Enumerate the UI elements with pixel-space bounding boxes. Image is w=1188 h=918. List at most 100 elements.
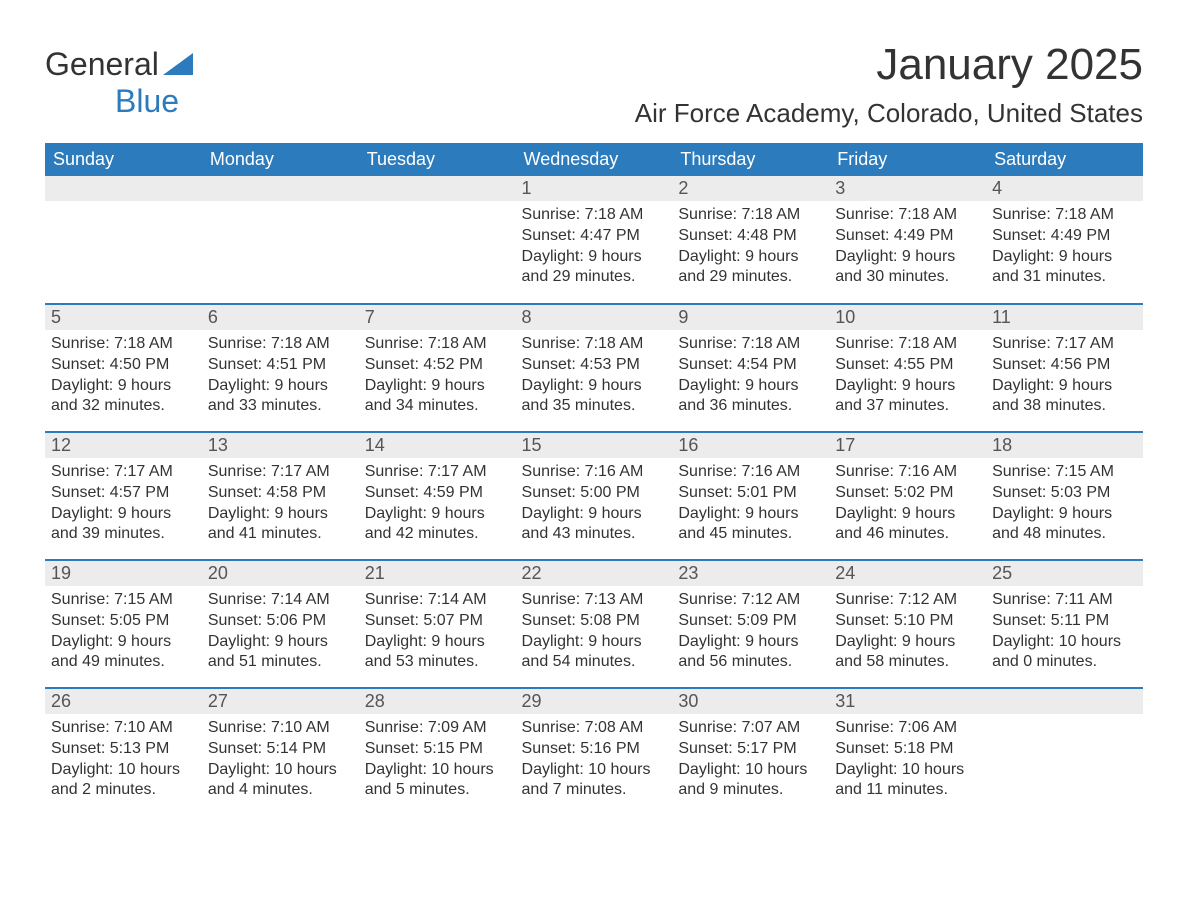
day-line-d1: Daylight: 9 hours <box>678 632 823 653</box>
day-line-sr: Sunrise: 7:18 AM <box>365 334 510 355</box>
day-line-sr: Sunrise: 7:15 AM <box>992 462 1137 483</box>
day-line-sr: Sunrise: 7:14 AM <box>365 590 510 611</box>
day-line-d2: and 29 minutes. <box>522 267 667 288</box>
day-line-sr: Sunrise: 7:17 AM <box>51 462 196 483</box>
day-line-sr: Sunrise: 7:18 AM <box>992 205 1137 226</box>
day-line-ss: Sunset: 5:16 PM <box>522 739 667 760</box>
day-line-d2: and 32 minutes. <box>51 396 196 417</box>
day-line-ss: Sunset: 5:06 PM <box>208 611 353 632</box>
day-line-sr: Sunrise: 7:12 AM <box>835 590 980 611</box>
day-line-d1: Daylight: 10 hours <box>208 760 353 781</box>
calendar-header-row: SundayMondayTuesdayWednesdayThursdayFrid… <box>45 143 1143 176</box>
day-line-d1: Daylight: 9 hours <box>678 504 823 525</box>
calendar-cell: 16Sunrise: 7:16 AMSunset: 5:01 PMDayligh… <box>672 432 829 560</box>
day-line-sr: Sunrise: 7:16 AM <box>835 462 980 483</box>
day-body: Sunrise: 7:16 AMSunset: 5:00 PMDaylight:… <box>516 458 673 549</box>
day-number: 19 <box>45 561 202 586</box>
day-body: Sunrise: 7:18 AMSunset: 4:47 PMDaylight:… <box>516 201 673 292</box>
day-body: Sunrise: 7:06 AMSunset: 5:18 PMDaylight:… <box>829 714 986 805</box>
calendar-week: 1Sunrise: 7:18 AMSunset: 4:47 PMDaylight… <box>45 176 1143 304</box>
day-number-empty <box>45 176 202 201</box>
day-line-sr: Sunrise: 7:17 AM <box>208 462 353 483</box>
day-body: Sunrise: 7:15 AMSunset: 5:03 PMDaylight:… <box>986 458 1143 549</box>
day-line-d2: and 38 minutes. <box>992 396 1137 417</box>
day-body: Sunrise: 7:18 AMSunset: 4:49 PMDaylight:… <box>829 201 986 292</box>
day-body: Sunrise: 7:10 AMSunset: 5:14 PMDaylight:… <box>202 714 359 805</box>
logo-sail-icon <box>163 46 193 83</box>
day-line-d1: Daylight: 9 hours <box>522 632 667 653</box>
day-number: 14 <box>359 433 516 458</box>
day-line-d2: and 11 minutes. <box>835 780 980 801</box>
day-line-sr: Sunrise: 7:17 AM <box>992 334 1137 355</box>
day-line-ss: Sunset: 5:14 PM <box>208 739 353 760</box>
calendar-cell: 31Sunrise: 7:06 AMSunset: 5:18 PMDayligh… <box>829 688 986 816</box>
day-number: 6 <box>202 305 359 330</box>
day-line-sr: Sunrise: 7:18 AM <box>835 205 980 226</box>
calendar-cell: 20Sunrise: 7:14 AMSunset: 5:06 PMDayligh… <box>202 560 359 688</box>
day-number: 21 <box>359 561 516 586</box>
calendar-week: 19Sunrise: 7:15 AMSunset: 5:05 PMDayligh… <box>45 560 1143 688</box>
day-line-ss: Sunset: 5:00 PM <box>522 483 667 504</box>
logo-text-1: General <box>45 46 159 82</box>
day-body: Sunrise: 7:18 AMSunset: 4:50 PMDaylight:… <box>45 330 202 421</box>
location: Air Force Academy, Colorado, United Stat… <box>635 98 1143 129</box>
day-line-d1: Daylight: 9 hours <box>835 376 980 397</box>
day-body: Sunrise: 7:17 AMSunset: 4:56 PMDaylight:… <box>986 330 1143 421</box>
day-body: Sunrise: 7:18 AMSunset: 4:52 PMDaylight:… <box>359 330 516 421</box>
day-body: Sunrise: 7:11 AMSunset: 5:11 PMDaylight:… <box>986 586 1143 677</box>
day-line-d2: and 53 minutes. <box>365 652 510 673</box>
day-line-sr: Sunrise: 7:18 AM <box>678 205 823 226</box>
calendar-cell <box>986 688 1143 816</box>
day-line-d1: Daylight: 9 hours <box>365 504 510 525</box>
day-body: Sunrise: 7:17 AMSunset: 4:58 PMDaylight:… <box>202 458 359 549</box>
day-body: Sunrise: 7:16 AMSunset: 5:02 PMDaylight:… <box>829 458 986 549</box>
day-line-d2: and 0 minutes. <box>992 652 1137 673</box>
day-line-d2: and 29 minutes. <box>678 267 823 288</box>
day-line-d2: and 54 minutes. <box>522 652 667 673</box>
day-line-d1: Daylight: 10 hours <box>835 760 980 781</box>
calendar-cell: 22Sunrise: 7:13 AMSunset: 5:08 PMDayligh… <box>516 560 673 688</box>
day-line-d1: Daylight: 10 hours <box>365 760 510 781</box>
day-body: Sunrise: 7:13 AMSunset: 5:08 PMDaylight:… <box>516 586 673 677</box>
day-line-d1: Daylight: 10 hours <box>51 760 196 781</box>
day-line-d1: Daylight: 9 hours <box>992 247 1137 268</box>
day-line-ss: Sunset: 5:08 PM <box>522 611 667 632</box>
calendar-week: 12Sunrise: 7:17 AMSunset: 4:57 PMDayligh… <box>45 432 1143 560</box>
day-line-d1: Daylight: 9 hours <box>522 376 667 397</box>
day-line-sr: Sunrise: 7:18 AM <box>208 334 353 355</box>
day-number: 8 <box>516 305 673 330</box>
day-line-sr: Sunrise: 7:18 AM <box>522 205 667 226</box>
day-number: 15 <box>516 433 673 458</box>
weekday-header: Wednesday <box>516 143 673 176</box>
day-line-d1: Daylight: 9 hours <box>992 376 1137 397</box>
weekday-header: Monday <box>202 143 359 176</box>
day-line-sr: Sunrise: 7:11 AM <box>992 590 1137 611</box>
day-number-empty <box>359 176 516 201</box>
day-line-ss: Sunset: 5:02 PM <box>835 483 980 504</box>
day-line-sr: Sunrise: 7:10 AM <box>51 718 196 739</box>
day-body: Sunrise: 7:09 AMSunset: 5:15 PMDaylight:… <box>359 714 516 805</box>
day-line-d2: and 42 minutes. <box>365 524 510 545</box>
calendar-cell <box>359 176 516 304</box>
day-line-d1: Daylight: 9 hours <box>992 504 1137 525</box>
day-line-d2: and 39 minutes. <box>51 524 196 545</box>
day-line-d1: Daylight: 9 hours <box>522 504 667 525</box>
day-line-sr: Sunrise: 7:15 AM <box>51 590 196 611</box>
calendar-cell: 7Sunrise: 7:18 AMSunset: 4:52 PMDaylight… <box>359 304 516 432</box>
day-number: 10 <box>829 305 986 330</box>
day-line-ss: Sunset: 4:50 PM <box>51 355 196 376</box>
day-number: 18 <box>986 433 1143 458</box>
day-line-sr: Sunrise: 7:13 AM <box>522 590 667 611</box>
day-body: Sunrise: 7:18 AMSunset: 4:51 PMDaylight:… <box>202 330 359 421</box>
day-line-sr: Sunrise: 7:07 AM <box>678 718 823 739</box>
day-number: 20 <box>202 561 359 586</box>
calendar-cell <box>45 176 202 304</box>
day-line-d1: Daylight: 9 hours <box>835 632 980 653</box>
day-line-d2: and 5 minutes. <box>365 780 510 801</box>
calendar-cell: 15Sunrise: 7:16 AMSunset: 5:00 PMDayligh… <box>516 432 673 560</box>
logo: General Blue <box>45 40 193 120</box>
day-line-ss: Sunset: 4:58 PM <box>208 483 353 504</box>
day-line-d2: and 46 minutes. <box>835 524 980 545</box>
day-line-ss: Sunset: 4:47 PM <box>522 226 667 247</box>
weekday-header: Sunday <box>45 143 202 176</box>
